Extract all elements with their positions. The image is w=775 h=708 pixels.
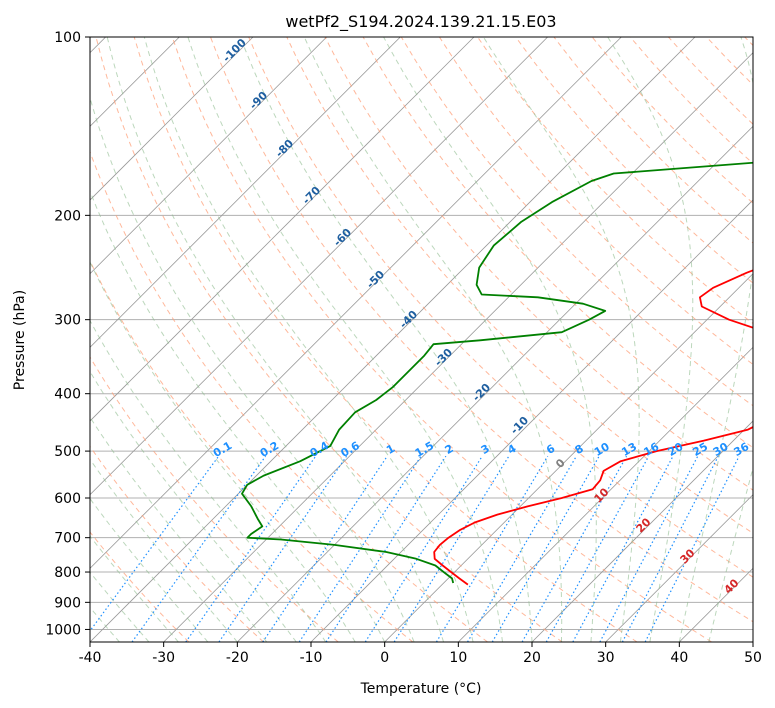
mixing-ratio-line xyxy=(218,455,348,642)
y-tick-label: 200 xyxy=(54,208,81,224)
moist-adiabat-line xyxy=(90,189,386,642)
isotherm-line xyxy=(384,273,753,642)
x-tick-label: -40 xyxy=(79,650,102,666)
dry-adiabat-line xyxy=(133,37,638,642)
y-tick-label: 900 xyxy=(54,595,81,611)
isotherm-line xyxy=(90,37,327,275)
temperature-line xyxy=(433,269,753,586)
dry-adiabat-line xyxy=(248,37,753,578)
x-tick-label: 10 xyxy=(449,650,467,666)
moist-adiabat-line xyxy=(90,96,415,642)
y-tick-label: 500 xyxy=(54,444,81,460)
chart-title: wetPf2_S194.2024.139.21.15.E03 xyxy=(285,12,556,32)
dry-adiabat-line xyxy=(90,356,339,642)
mixing-ratio-line xyxy=(644,455,740,642)
y-tick-label: 1000 xyxy=(45,622,81,638)
y-tick-label: 700 xyxy=(54,531,81,547)
isotherm-line xyxy=(237,125,753,642)
x-tick-label: 40 xyxy=(670,650,688,666)
isotherm-line xyxy=(531,420,753,642)
moist-adiabat-line xyxy=(90,370,297,642)
axes: -40 -30 -20 -10 0 10 20 30 40 50 100 200 300 400 500 60… xyxy=(45,30,762,666)
moist-adiabat-line xyxy=(90,416,268,642)
isotherm-line xyxy=(90,37,622,569)
mixing-ratio-line xyxy=(435,455,549,642)
isotherm-line xyxy=(605,494,753,642)
moist-adiabat-line xyxy=(106,37,445,642)
dry-adiabat-line xyxy=(438,37,753,366)
x-tick-label: -10 xyxy=(300,650,323,666)
mixing-ratio-line xyxy=(393,455,510,642)
x-tick-label: 20 xyxy=(523,650,541,666)
moist-adiabat-line xyxy=(90,458,238,642)
moist-adiabat-line xyxy=(90,260,356,642)
dry-adiabat-line xyxy=(90,150,488,642)
dry-adiabat-line xyxy=(286,37,753,534)
mixing-ratio-line xyxy=(364,455,483,642)
mixing-ratio-line xyxy=(325,455,447,642)
x-tick-label: 0 xyxy=(380,650,389,666)
dewpoint-line xyxy=(241,161,753,584)
plot-frame xyxy=(89,36,754,643)
x-axis-title: Temperature (°C) xyxy=(360,681,482,697)
dry-adiabat-line xyxy=(171,37,712,642)
dry-adiabat-line xyxy=(400,37,753,407)
plot-area: -100-90-80-70-60-50-40-30-20-100.1 0.2 0.4… xyxy=(90,37,753,642)
mixing-ratio-line xyxy=(185,455,317,642)
x-tick-label: -30 xyxy=(152,650,175,666)
mixing-ratio-line xyxy=(90,455,220,632)
y-tick-label: 400 xyxy=(54,387,81,403)
mixing-ratio-line xyxy=(599,455,699,642)
y-tick-label: 800 xyxy=(54,565,81,581)
y-tick-label: 300 xyxy=(54,313,81,329)
dry-adiabat-line xyxy=(95,37,563,642)
moist-adiabat-line xyxy=(607,37,694,642)
moist-adiabat-line xyxy=(303,37,563,642)
dry-adiabat-line xyxy=(515,37,753,284)
mixing-ratio-line xyxy=(262,455,388,642)
dry-adiabat-line xyxy=(210,37,753,623)
isotherm-line xyxy=(90,37,401,348)
isotherm-line xyxy=(163,52,753,642)
x-tick-label: -20 xyxy=(226,650,249,666)
moist-adiabat-line xyxy=(90,535,179,642)
isotherm-line xyxy=(90,37,254,201)
moist-adiabat-line xyxy=(187,37,503,642)
isotherm-line xyxy=(90,37,475,422)
dry-adiabat-line xyxy=(90,445,264,642)
isotherm-line xyxy=(90,37,548,496)
mixing-ratio-line xyxy=(298,455,422,642)
y-tick-label: 100 xyxy=(54,30,81,46)
moist-adiabat-line xyxy=(90,497,209,642)
mixing-ratio-line xyxy=(621,455,719,642)
isotherm-line xyxy=(90,37,696,642)
moist-adiabat-line xyxy=(143,37,474,642)
dry-adiabat-line xyxy=(90,531,190,642)
y-tick-label: 600 xyxy=(54,491,81,507)
mixing-ratio-line xyxy=(545,455,650,642)
moist-adiabat-line xyxy=(239,37,533,642)
moist-adiabat-line xyxy=(482,37,640,642)
x-tick-label: 50 xyxy=(744,650,762,666)
y-axis-title: Pressure (hPa) xyxy=(12,290,28,390)
x-tick-label: 30 xyxy=(597,650,615,666)
